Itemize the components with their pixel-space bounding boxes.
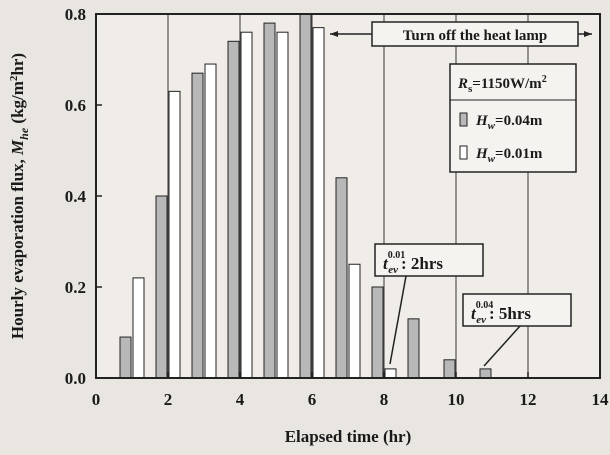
x-tick-label: 2 [164, 390, 173, 409]
callout-t004-leader [483, 325, 521, 367]
callout-t004-label: t0.04 ev: 5hrs [471, 300, 531, 326]
bar [191, 72, 204, 379]
callout-t001-label: t0.01 ev: 2hrs [383, 250, 443, 276]
callout-t001-box [374, 243, 484, 277]
bar [407, 318, 420, 379]
bar [371, 286, 384, 379]
bar [335, 177, 348, 379]
legend-radiation: Rs=1150W/m2 [457, 74, 547, 95]
x-axis-title: Elapsed time (hr) [285, 427, 412, 446]
bar [384, 368, 397, 379]
y-tick-label: 0.6 [65, 96, 86, 115]
bar [276, 31, 289, 379]
bar [312, 27, 325, 379]
bar [227, 40, 240, 379]
legend-label-001: Hw=0.01m [475, 146, 543, 165]
legend: Rs=1150W/m2 Hw=0.04m Hw=0.01m [449, 63, 577, 173]
callout-t001-leader [389, 275, 407, 365]
y-tick-label: 0.4 [65, 187, 87, 206]
y-tick-label: 0.0 [65, 369, 86, 388]
bar [263, 22, 276, 379]
legend-label-004: Hw=0.04m [475, 113, 543, 132]
y-axis-title: Hourly evaporation flux, Mhe (kg/m2hr) [8, 53, 31, 339]
callout-t001: t0.01 ev: 2hrs [374, 243, 484, 365]
callout-t004-box [462, 293, 572, 327]
x-tick-label: 4 [236, 390, 245, 409]
y-tick-label: 0.2 [65, 278, 86, 297]
bar [168, 90, 181, 379]
bar [443, 359, 456, 379]
x-tick-label: 14 [592, 390, 610, 409]
bar [240, 31, 253, 379]
x-tick-label: 8 [380, 390, 389, 409]
x-tick-label: 6 [308, 390, 317, 409]
x-tick-label: 0 [92, 390, 101, 409]
ticks: 0 2 4 6 8 10 12 14 0.0 0.2 0.4 0.6 0.8 [65, 5, 609, 409]
y-tick-label: 0.8 [65, 5, 86, 24]
bar [119, 336, 132, 379]
bar [204, 63, 217, 379]
heat-lamp-annotation: Turn off the heat lamp [330, 21, 592, 47]
heat-lamp-arrowhead-left [330, 31, 338, 37]
legend-box [449, 63, 577, 173]
x-tick-label: 12 [520, 390, 537, 409]
bar [155, 195, 168, 379]
bar [348, 263, 361, 379]
callout-t004: t0.04 ev: 5hrs [462, 293, 572, 367]
heat-lamp-arrowhead-right [584, 31, 592, 37]
x-tick-label: 10 [448, 390, 465, 409]
bar [479, 368, 492, 379]
heat-lamp-label: Turn off the heat lamp [403, 28, 547, 44]
heat-lamp-box [371, 21, 579, 47]
bar [299, 13, 312, 379]
legend-swatch-004 [459, 112, 468, 127]
legend-swatch-001 [459, 145, 468, 160]
bar [132, 277, 145, 379]
